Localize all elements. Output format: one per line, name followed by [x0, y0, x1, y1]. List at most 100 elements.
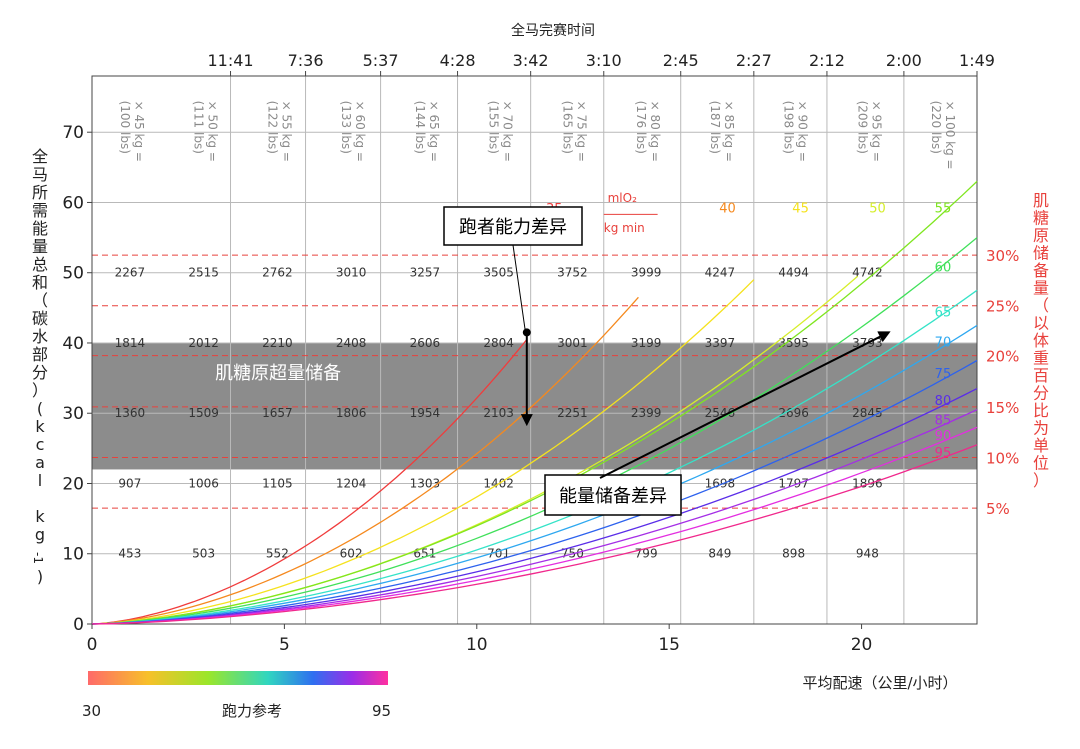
energy-value-label: 503	[192, 547, 215, 561]
vo2-curve-45	[91, 279, 755, 625]
x-tick-label: 0	[87, 635, 98, 655]
y-axis-title-char: 总	[32, 255, 48, 274]
weight-kg-label: × 70 kg =	[501, 101, 515, 162]
energy-value-label: 2606	[410, 336, 441, 350]
colorbar-max-label: 95	[372, 702, 391, 720]
weight-kg-label: × 45 kg =	[132, 101, 146, 162]
right-axis-title-char: 量	[1033, 279, 1049, 298]
top-tick-label: 2:27	[736, 51, 772, 70]
energy-value-label: 3752	[557, 266, 588, 280]
y-axis-title-close: )	[37, 567, 43, 586]
vo2-curve-70	[91, 324, 978, 625]
weight-kg-label: × 50 kg =	[206, 101, 220, 162]
callout-runner-text: 跑者能力差异	[459, 217, 567, 238]
top-tick-label: 1:49	[959, 51, 995, 70]
energy-value-label: 2210	[262, 336, 293, 350]
energy-value-label: 2515	[188, 266, 219, 280]
callout-runner-box	[443, 206, 583, 246]
y-tick-label: 10	[62, 545, 84, 565]
vo2-unit-denominator: kg min	[604, 221, 645, 235]
energy-value-label: 3257	[410, 266, 441, 280]
y-axis-title-char: 部	[32, 345, 48, 364]
vo2-curve-label: 45	[792, 201, 809, 216]
y-axis-title-char: 量	[32, 237, 48, 256]
y-tick-label: 70	[62, 123, 84, 143]
y-axis-title-char: 能	[32, 219, 48, 238]
colorbar	[88, 671, 388, 685]
weight-kg-label: × 65 kg =	[427, 101, 441, 162]
y-axis-title-char: （	[32, 291, 48, 310]
y-axis-title-char: l	[38, 471, 42, 490]
energy-value-label: 948	[856, 547, 879, 561]
energy-value-label: 2762	[262, 266, 293, 280]
energy-value-label: 1204	[336, 476, 367, 490]
vo2-curve-label: 95	[935, 446, 952, 461]
weight-lbs-label: (209 lbs)	[855, 101, 869, 154]
weight-lbs-label: (187 lbs)	[708, 101, 722, 154]
energy-value-label: 2546	[705, 406, 736, 420]
plot-frame	[91, 75, 978, 625]
vo2-curve-label: 85	[935, 413, 952, 428]
energy-value-label: 1797	[778, 476, 809, 490]
weight-lbs-label: (133 lbs)	[339, 101, 353, 154]
top-tick-label: 2:45	[663, 51, 699, 70]
right-axis-title-char: 储	[1033, 244, 1049, 263]
energy-value-label: 1509	[188, 406, 219, 420]
y-axis-title-char: g	[35, 525, 45, 544]
energy-value-label: 4494	[778, 266, 809, 280]
glycogen-percent-label: 5%	[986, 500, 1010, 518]
y-axis-title-char: 所	[32, 183, 48, 202]
energy-value-label: 4742	[852, 266, 883, 280]
right-axis-title-char: 肌	[1033, 191, 1049, 210]
right-axis-title-char: 百	[1033, 366, 1049, 385]
vo2-curve-80	[91, 388, 978, 625]
callout-runner-leader	[512, 244, 527, 337]
vo2-unit-numerator: mlO₂	[608, 191, 637, 205]
weight-lbs-label: (111 lbs)	[192, 101, 206, 154]
weight-kg-label: × 55 kg =	[279, 101, 293, 162]
y-axis-title-char: k	[35, 417, 45, 436]
energy-value-label: 2251	[557, 406, 588, 420]
energy-value-label: 3595	[778, 336, 809, 350]
right-axis-title-char: （	[1033, 296, 1049, 315]
energy-value-label: 1954	[410, 406, 441, 420]
energy-value-label: 1814	[115, 336, 146, 350]
colorbar-min-label: 30	[82, 702, 101, 720]
y-axis-title-sup: -1	[31, 552, 45, 564]
weight-kg-label: × 95 kg =	[869, 101, 883, 162]
energy-value-label: 3999	[631, 266, 662, 280]
energy-value-label: 3001	[557, 336, 588, 350]
glycogen-band-label: 肌糖原超量储备	[215, 363, 341, 384]
energy-value-label: 907	[118, 476, 141, 490]
weight-lbs-label: (220 lbs)	[929, 101, 943, 154]
energy-value-label: 3505	[483, 266, 514, 280]
right-axis-title-char: 重	[1033, 349, 1049, 368]
right-axis-title-char: 糖	[1033, 209, 1049, 228]
vo2-curve-label: 75	[935, 367, 952, 382]
weight-kg-label: × 90 kg =	[796, 101, 810, 162]
y-axis-title-char: 水	[32, 327, 48, 346]
vo2-curve-label: 60	[935, 260, 952, 275]
glycogen-percent-label: 20%	[986, 348, 1019, 366]
vo2-curve-75	[91, 359, 978, 625]
vo2-curve-label: 40	[719, 201, 736, 216]
energy-value-label: 849	[708, 547, 731, 561]
energy-value-label: 701	[487, 547, 510, 561]
vo2-curve-label: 70	[935, 335, 952, 350]
vo2-curve-85	[91, 409, 978, 625]
energy-value-label: 2267	[115, 266, 146, 280]
vo2-curve-label: 50	[869, 201, 886, 216]
y-axis-title-char: k	[35, 507, 45, 526]
glycogen-band	[92, 342, 977, 470]
weight-lbs-label: (176 lbs)	[634, 101, 648, 154]
right-axis-title-char: 体	[1033, 331, 1049, 350]
top-axis-title: 全马完赛时间	[511, 22, 595, 39]
energy-value-label: 2399	[631, 406, 662, 420]
vo2-curve-35	[91, 339, 528, 625]
energy-value-label: 3397	[705, 336, 736, 350]
y-tick-label: 50	[62, 264, 84, 284]
weight-kg-label: × 100 kg =	[943, 101, 957, 170]
right-axis-title-char: 单	[1033, 436, 1049, 455]
right-axis-title-char: 原	[1033, 226, 1049, 245]
